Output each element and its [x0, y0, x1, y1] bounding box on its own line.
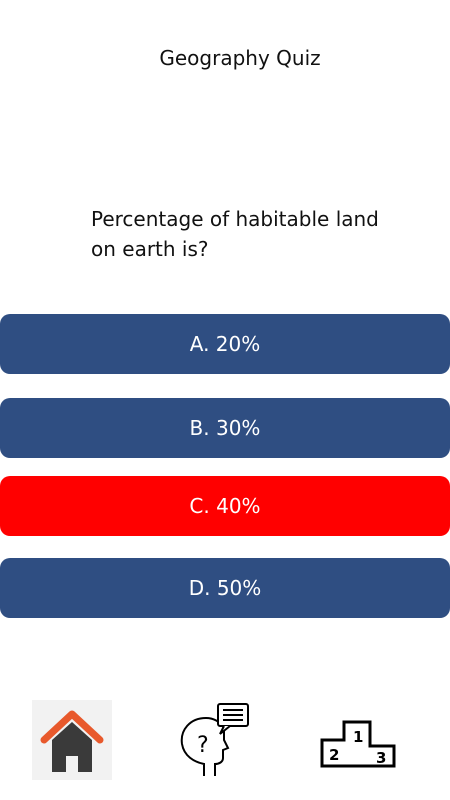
page-title: Geography Quiz [159, 46, 321, 70]
question-text: Percentage of habitable land on earth is… [91, 207, 379, 261]
quiz-button[interactable]: ? [170, 700, 250, 780]
answer-option-d[interactable]: D. 50% [0, 558, 450, 618]
head-question-icon: ? [180, 703, 249, 776]
answer-option-b[interactable]: B. 30% [0, 398, 450, 458]
podium-label-3: 3 [376, 749, 386, 767]
podium-label-2: 2 [329, 746, 339, 764]
answer-option-a[interactable]: A. 20% [0, 314, 450, 374]
answer-option-c[interactable]: C. 40% [0, 476, 450, 536]
leaderboard-button[interactable]: 1 2 3 [318, 700, 398, 780]
podium-label-1: 1 [353, 728, 363, 746]
podium-icon: 1 2 3 [320, 720, 396, 768]
home-icon [40, 710, 104, 772]
home-button[interactable] [32, 700, 112, 780]
svg-text:?: ? [197, 733, 209, 758]
